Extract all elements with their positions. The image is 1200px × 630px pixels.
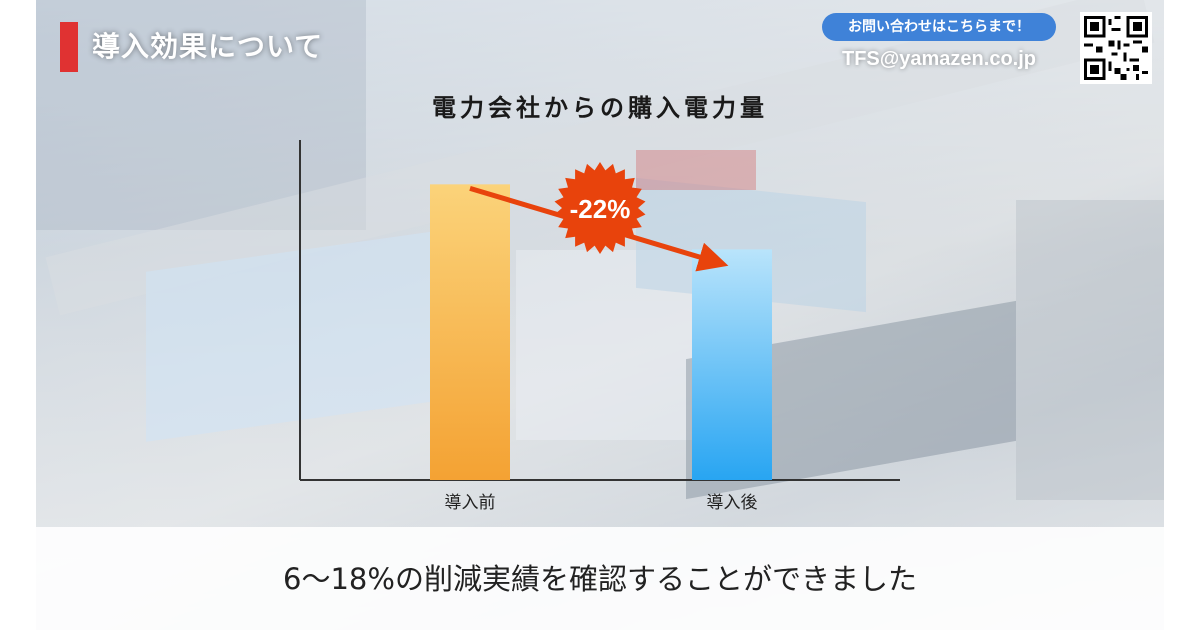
contact-label: お問い合わせはこちらまで！ — [822, 13, 1056, 41]
bar-before — [430, 184, 510, 480]
chart-title: 電力会社からの購入電力量 — [432, 94, 768, 122]
caption-text: 6〜18%の削減実績を確認することができました — [283, 562, 917, 596]
bar-after — [692, 249, 772, 480]
qr-code-icon — [1080, 12, 1152, 84]
x-tick-label: 導入前 — [445, 493, 496, 513]
caption-band — [36, 527, 1164, 630]
reduction-badge-starburst — [554, 162, 646, 254]
x-tick-label: 導入後 — [707, 493, 758, 513]
reduction-badge-label: -22% — [570, 194, 631, 224]
page-title: 導入効果について — [92, 30, 324, 63]
contact-email: TFS@yamazen.co.jp — [842, 48, 1036, 70]
title-accent-bar — [60, 22, 78, 72]
background-aerial-photo — [36, 0, 1164, 630]
